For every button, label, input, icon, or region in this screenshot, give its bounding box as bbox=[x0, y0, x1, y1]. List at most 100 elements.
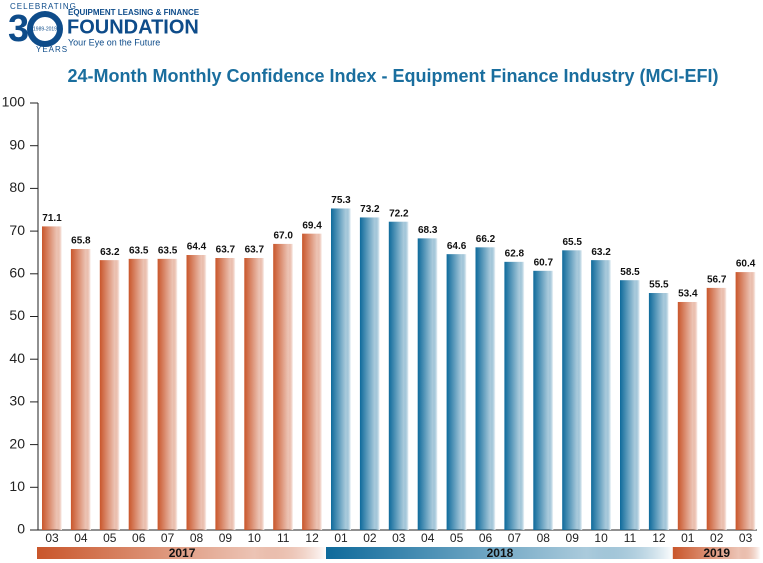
logo-name: FOUNDATION bbox=[67, 16, 199, 38]
x-tick-label: 05 bbox=[450, 531, 464, 545]
bar bbox=[475, 247, 496, 531]
value-label: 53.4 bbox=[678, 289, 698, 300]
value-label: 63.2 bbox=[100, 247, 120, 258]
x-tick-label: 02 bbox=[363, 531, 377, 545]
bar bbox=[504, 261, 525, 530]
value-label: 63.5 bbox=[129, 245, 149, 256]
year-band bbox=[326, 547, 674, 559]
x-tick-label: 09 bbox=[219, 531, 233, 545]
value-label: 65.8 bbox=[71, 236, 91, 247]
value-label: 60.4 bbox=[736, 259, 756, 270]
x-tick-label: 01 bbox=[334, 531, 348, 545]
bar bbox=[215, 258, 236, 530]
x-tick-label: 07 bbox=[161, 531, 175, 545]
bar bbox=[446, 254, 467, 530]
x-tick-label: 06 bbox=[132, 531, 146, 545]
y-tick-label: 90 bbox=[9, 136, 25, 152]
logo-tagline: Your Eye on the Future bbox=[68, 37, 160, 47]
logo-years: YEARS bbox=[36, 45, 68, 54]
bar bbox=[186, 255, 207, 530]
logo-ring bbox=[27, 11, 63, 47]
logo-three: 3 bbox=[8, 8, 29, 50]
y-tick-label: 100 bbox=[2, 94, 26, 110]
value-label: 69.4 bbox=[302, 220, 322, 231]
bar bbox=[273, 243, 294, 530]
value-label: 64.6 bbox=[447, 241, 467, 252]
bar bbox=[735, 272, 756, 530]
bar bbox=[157, 258, 178, 530]
bar bbox=[331, 208, 351, 530]
bar bbox=[302, 233, 323, 531]
x-tick-label: 12 bbox=[652, 531, 666, 545]
x-tick-label: 03 bbox=[739, 531, 753, 545]
x-tick-label: 11 bbox=[624, 531, 637, 545]
value-label: 64.4 bbox=[187, 242, 207, 253]
value-label: 72.2 bbox=[389, 208, 409, 219]
bar bbox=[533, 270, 554, 530]
x-tick-label: 08 bbox=[537, 531, 551, 545]
year-label: 2019 bbox=[703, 546, 730, 560]
y-tick-label: 10 bbox=[9, 478, 25, 494]
value-label: 67.0 bbox=[273, 231, 293, 242]
logo: CELEBRATING 3 1989-2019 YEARS EQUIPMENT … bbox=[8, 2, 200, 54]
y-tick-label: 0 bbox=[17, 521, 25, 537]
year-label: 2018 bbox=[487, 546, 514, 560]
bar bbox=[244, 258, 265, 530]
y-tick-label: 80 bbox=[9, 179, 25, 195]
value-label: 56.7 bbox=[707, 275, 727, 286]
x-tick-label: 04 bbox=[421, 531, 435, 545]
bar bbox=[99, 260, 120, 530]
bar bbox=[620, 280, 640, 530]
year-band bbox=[672, 547, 761, 559]
value-label: 71.1 bbox=[42, 213, 62, 224]
x-tick-label: 06 bbox=[479, 531, 493, 545]
value-label: 60.7 bbox=[534, 257, 554, 268]
value-label: 58.5 bbox=[620, 267, 640, 278]
x-tick-label: 10 bbox=[594, 531, 608, 545]
value-label: 63.2 bbox=[591, 247, 611, 258]
x-tick-label: 07 bbox=[508, 531, 522, 545]
value-label: 65.5 bbox=[562, 237, 582, 248]
bar bbox=[706, 287, 727, 530]
x-tick-label: 03 bbox=[392, 531, 406, 545]
y-tick-label: 50 bbox=[9, 307, 25, 323]
y-tick-label: 60 bbox=[9, 265, 25, 281]
chart-title: 24-Month Monthly Confidence Index - Equi… bbox=[68, 66, 719, 86]
x-tick-label: 01 bbox=[681, 531, 695, 545]
x-tick-label: 05 bbox=[103, 531, 117, 545]
value-label: 63.7 bbox=[216, 245, 236, 256]
x-tick-label: 09 bbox=[566, 531, 580, 545]
year-label: 2017 bbox=[169, 546, 196, 560]
x-tick-label: 11 bbox=[277, 531, 290, 545]
x-tick-label: 03 bbox=[45, 531, 59, 545]
bar bbox=[42, 226, 62, 530]
value-label: 73.2 bbox=[360, 204, 380, 215]
year-band bbox=[37, 547, 328, 559]
bar bbox=[648, 293, 669, 530]
bar bbox=[70, 249, 91, 530]
logo-org: EQUIPMENT LEASING & FINANCE bbox=[68, 8, 200, 17]
value-label: 66.2 bbox=[476, 234, 496, 245]
x-tick-label: 08 bbox=[190, 531, 204, 545]
value-label: 62.8 bbox=[505, 248, 525, 259]
bar bbox=[591, 260, 612, 530]
x-tick-label: 04 bbox=[74, 531, 88, 545]
y-tick-label: 70 bbox=[9, 222, 25, 238]
value-label: 75.3 bbox=[331, 195, 351, 206]
y-tick-label: 20 bbox=[9, 435, 25, 451]
value-label: 63.7 bbox=[245, 245, 265, 256]
bar bbox=[417, 238, 438, 530]
y-tick-label: 40 bbox=[9, 350, 25, 366]
bar bbox=[128, 258, 149, 530]
value-label: 63.5 bbox=[158, 245, 178, 256]
x-tick-label: 12 bbox=[305, 531, 319, 545]
y-tick-label: 30 bbox=[9, 393, 25, 409]
value-label: 68.3 bbox=[418, 225, 438, 236]
value-label: 55.5 bbox=[649, 280, 669, 291]
bar bbox=[388, 221, 409, 530]
bar bbox=[562, 250, 583, 530]
bar bbox=[359, 217, 380, 530]
bar bbox=[677, 301, 698, 530]
logo-celebrating: CELEBRATING bbox=[10, 2, 77, 11]
